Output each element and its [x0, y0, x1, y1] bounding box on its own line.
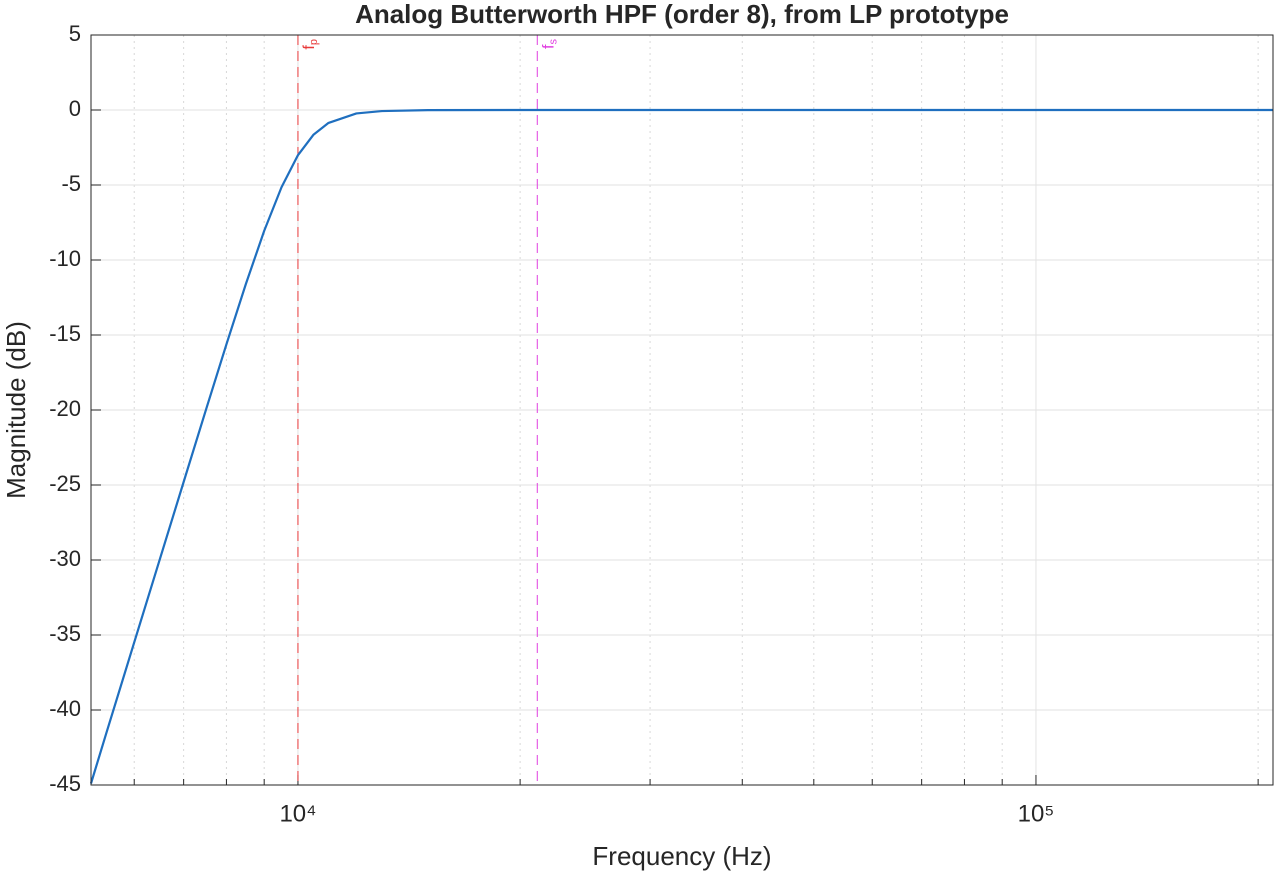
x-tick-label: 10⁵ — [1018, 800, 1055, 827]
y-tick-label: 5 — [69, 21, 81, 46]
plot-frame — [90, 34, 1274, 786]
annotation-label: fp — [301, 39, 320, 50]
y-tick-label: -25 — [49, 471, 81, 496]
annotation-label: fs — [541, 39, 560, 49]
annotation-subscript: p — [308, 39, 320, 45]
y-tick-label: -30 — [49, 546, 81, 571]
annotation-text: fs — [541, 39, 560, 49]
data-line — [89, 108, 1273, 784]
annotation-text: fp — [301, 39, 320, 50]
y-tick-label: 0 — [69, 96, 81, 121]
annotation-subscript: s — [547, 39, 559, 45]
y-tick-label: -40 — [49, 696, 81, 721]
y-tick-label: -35 — [49, 621, 81, 646]
y-tick-label: -5 — [61, 171, 81, 196]
y-tick-label: -15 — [49, 321, 81, 346]
x-tick-label: 10⁴ — [279, 800, 316, 827]
y-tick-label: -45 — [49, 771, 81, 796]
y-axis-label: Magnitude (dB) — [1, 321, 31, 499]
annotation-letter: f — [541, 44, 558, 49]
x-axis-label: Frequency (Hz) — [592, 841, 771, 871]
chart-title: Analog Butterworth HPF (order 8), from L… — [355, 0, 1009, 29]
y-tick-label: -10 — [49, 246, 81, 271]
annotation-letter: f — [301, 45, 318, 50]
y-tick-label: -20 — [49, 396, 81, 421]
